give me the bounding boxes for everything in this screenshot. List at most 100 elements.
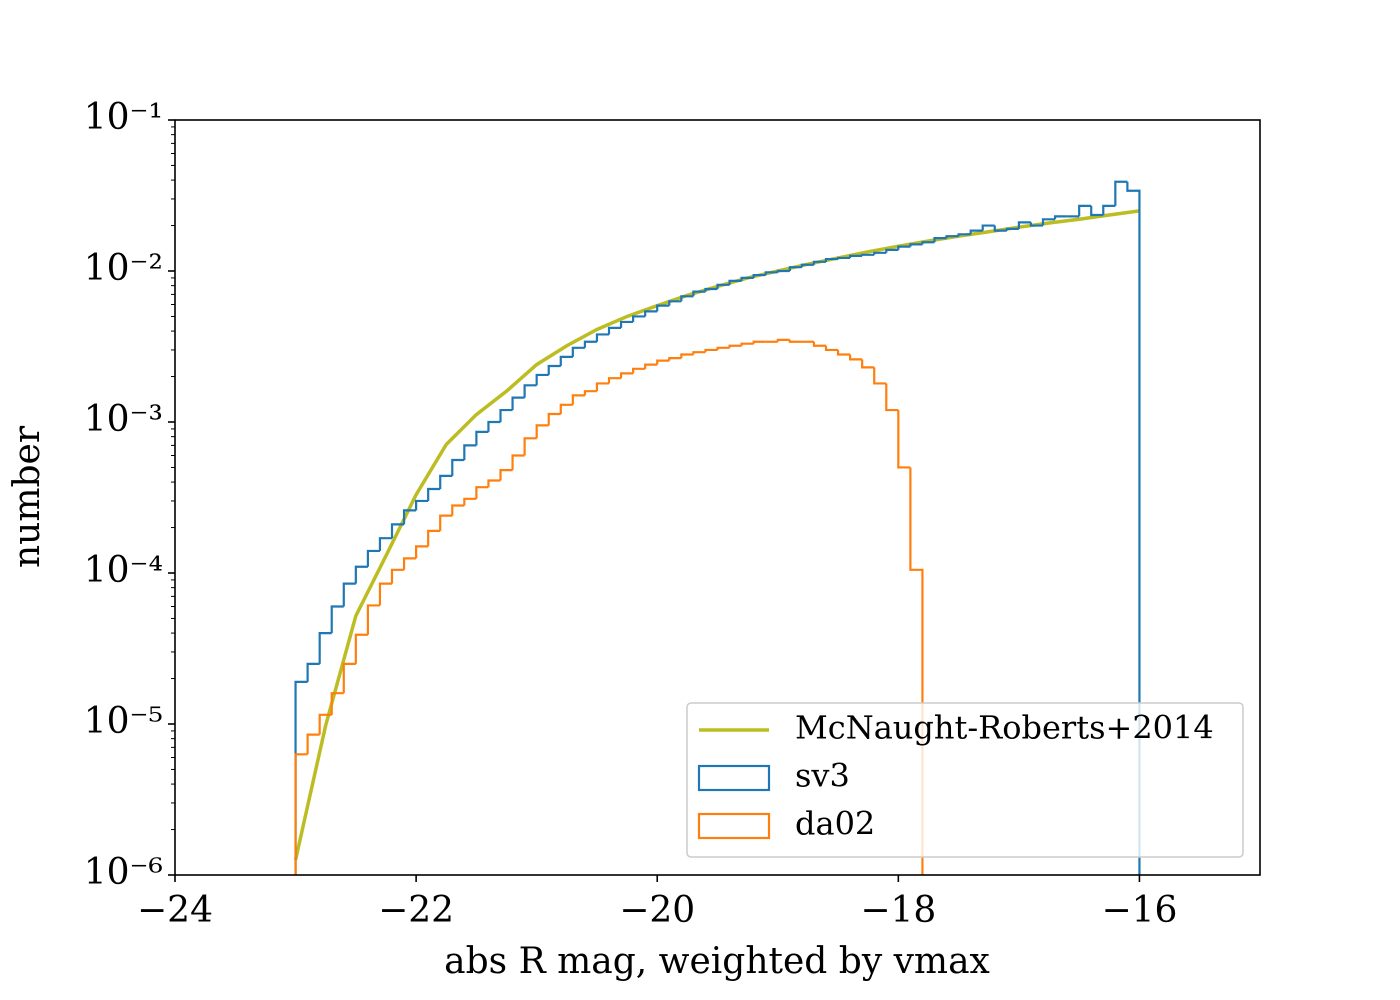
histogram-step xyxy=(366,549,380,567)
histogram-step xyxy=(861,253,875,256)
histogram-step xyxy=(463,497,477,506)
histogram-step xyxy=(607,326,622,335)
histogram-step xyxy=(716,283,730,289)
x-axis-label: abs R mag, weighted by vmax xyxy=(444,941,990,982)
legend-label: sv3 xyxy=(795,757,850,795)
histogram-step xyxy=(487,479,501,488)
histogram-step xyxy=(366,604,380,635)
histogram-step xyxy=(342,582,356,607)
histogram-step xyxy=(668,356,682,361)
histogram-step xyxy=(595,333,609,342)
histogram-step xyxy=(595,382,609,392)
histogram-step xyxy=(523,384,537,398)
histogram-step xyxy=(692,290,706,297)
histogram-step xyxy=(788,339,802,343)
histogram-step xyxy=(547,412,561,426)
histogram-step xyxy=(475,486,489,499)
histogram-step xyxy=(535,373,549,386)
histogram-step xyxy=(812,260,826,265)
histogram-step xyxy=(619,372,634,379)
histogram-step xyxy=(680,295,694,302)
histogram-step xyxy=(547,364,561,375)
histogram-step xyxy=(692,351,706,355)
histogram-step xyxy=(897,410,911,469)
histogram-step xyxy=(487,420,501,432)
histogram-step xyxy=(861,359,875,369)
histogram-step xyxy=(415,499,429,511)
histogram-step xyxy=(427,487,441,501)
y-tick-label: 10⁻⁵ xyxy=(84,701,163,742)
y-tick-label: 10⁻² xyxy=(84,248,163,289)
histogram-step xyxy=(499,469,513,481)
histogram-step xyxy=(969,229,983,235)
histogram-step xyxy=(475,430,489,446)
x-tick-label: −22 xyxy=(378,890,454,931)
histogram-step xyxy=(318,713,332,735)
histogram-step xyxy=(836,256,851,260)
histogram-step xyxy=(427,529,441,547)
histogram-step xyxy=(535,424,549,439)
histogram-step xyxy=(656,359,670,365)
histogram-step xyxy=(1126,181,1141,875)
histogram-step xyxy=(632,367,646,374)
legend-swatch xyxy=(697,764,771,792)
histogram-step xyxy=(451,504,465,516)
legend-label: McNaught-Roberts+2014 xyxy=(795,709,1214,747)
histogram-step xyxy=(764,271,778,276)
histogram-step xyxy=(1053,215,1068,220)
histogram-step xyxy=(306,662,320,682)
histogram-step xyxy=(499,408,513,422)
histogram-step xyxy=(752,273,766,278)
histogram-step xyxy=(583,340,597,348)
histogram-step xyxy=(728,279,742,285)
histogram-step xyxy=(1078,204,1092,217)
histogram-step xyxy=(571,394,585,405)
histogram-step xyxy=(933,237,947,243)
histogram-step xyxy=(583,390,597,396)
histogram-step xyxy=(885,383,899,412)
histogram-step xyxy=(306,733,320,755)
histogram-step xyxy=(957,233,971,237)
histogram-step xyxy=(511,396,525,411)
histogram-step xyxy=(885,248,899,253)
x-tick-label: −16 xyxy=(1101,890,1177,931)
legend-swatch xyxy=(697,812,771,840)
histogram-step xyxy=(390,523,405,539)
histogram-step xyxy=(824,345,839,352)
y-tick-label: 10⁻¹ xyxy=(84,97,163,138)
histogram-step xyxy=(716,346,730,350)
histogram-step xyxy=(354,633,368,664)
histogram-step xyxy=(728,344,742,348)
histogram-step xyxy=(318,631,332,664)
histogram-step xyxy=(776,338,790,342)
histogram-step xyxy=(668,300,682,306)
histogram-step xyxy=(378,537,392,551)
histogram-step xyxy=(836,349,851,356)
histogram-step xyxy=(463,444,477,461)
histogram-step xyxy=(921,241,935,245)
histogram-step xyxy=(342,662,356,694)
histogram-step xyxy=(1041,218,1056,226)
histogram-step xyxy=(800,263,814,268)
histogram-step xyxy=(378,582,392,606)
histogram-step xyxy=(415,545,429,559)
histogram-step xyxy=(849,354,863,361)
plot-frame xyxy=(174,119,1261,876)
histogram-step xyxy=(571,346,585,357)
histogram-step xyxy=(1102,204,1116,215)
histogram-step xyxy=(812,341,826,347)
y-axis-label: number xyxy=(7,425,48,568)
histogram-step xyxy=(897,245,911,250)
legend-label: da02 xyxy=(795,805,875,843)
histogram-step xyxy=(740,342,754,346)
histogram-step xyxy=(981,224,995,231)
histogram-step xyxy=(1114,180,1128,206)
histogram-step xyxy=(1090,205,1104,217)
histogram-step xyxy=(390,568,405,584)
x-tick-label: −24 xyxy=(137,890,213,931)
histogram-step xyxy=(619,320,634,328)
histogram-step xyxy=(776,269,790,273)
histogram-step xyxy=(330,605,344,634)
histogram-step xyxy=(704,348,718,353)
